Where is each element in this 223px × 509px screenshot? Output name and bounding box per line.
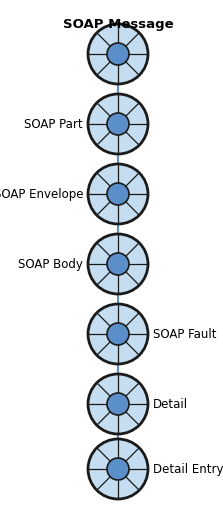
Circle shape bbox=[107, 44, 129, 66]
Text: Detail: Detail bbox=[153, 398, 188, 411]
Circle shape bbox=[88, 235, 148, 294]
Text: SOAP Message: SOAP Message bbox=[63, 18, 173, 31]
Text: SOAP Fault: SOAP Fault bbox=[153, 328, 217, 341]
Text: SOAP Part: SOAP Part bbox=[24, 118, 83, 131]
Circle shape bbox=[107, 458, 129, 480]
Circle shape bbox=[107, 323, 129, 345]
Circle shape bbox=[88, 95, 148, 155]
Circle shape bbox=[107, 184, 129, 206]
Circle shape bbox=[88, 165, 148, 224]
Circle shape bbox=[88, 439, 148, 499]
Text: SOAP Envelope: SOAP Envelope bbox=[0, 188, 83, 201]
Text: SOAP Body: SOAP Body bbox=[18, 258, 83, 271]
Circle shape bbox=[107, 393, 129, 415]
Text: Detail Entry: Detail Entry bbox=[153, 463, 223, 475]
Circle shape bbox=[88, 25, 148, 85]
Circle shape bbox=[88, 374, 148, 434]
Circle shape bbox=[88, 304, 148, 364]
Circle shape bbox=[107, 114, 129, 136]
Circle shape bbox=[107, 253, 129, 275]
